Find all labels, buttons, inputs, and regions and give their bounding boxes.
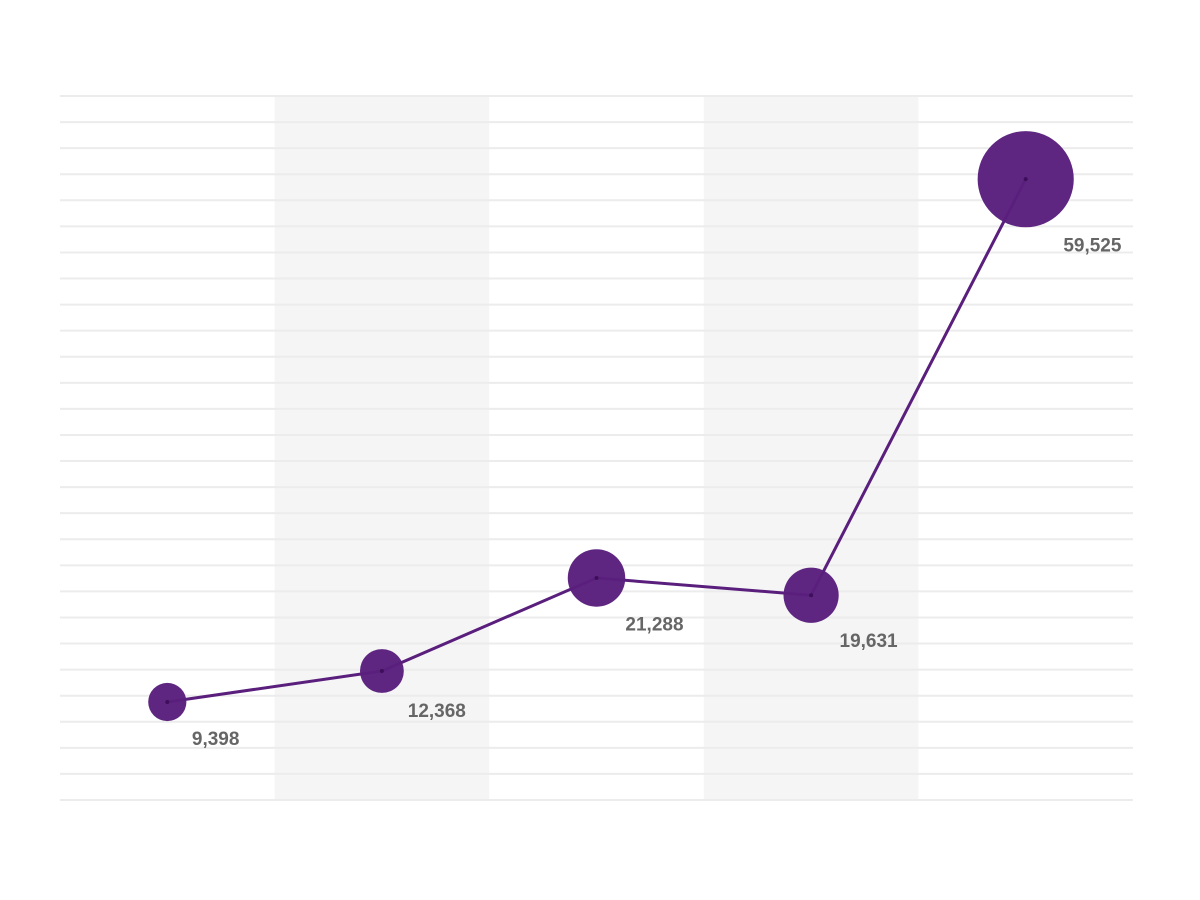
column-band bbox=[274, 96, 490, 800]
data-label: 19,631 bbox=[840, 631, 899, 652]
bubble-center bbox=[809, 593, 814, 598]
bubble-center bbox=[1023, 177, 1028, 182]
data-label: 59,525 bbox=[1063, 235, 1122, 256]
data-label: 9,398 bbox=[192, 729, 240, 750]
data-label: 12,368 bbox=[408, 701, 466, 722]
bubble-center bbox=[379, 669, 384, 674]
data-label: 21,288 bbox=[625, 615, 683, 636]
column-band bbox=[703, 96, 919, 800]
bubble-center bbox=[165, 699, 170, 704]
bubble-center bbox=[594, 575, 599, 580]
